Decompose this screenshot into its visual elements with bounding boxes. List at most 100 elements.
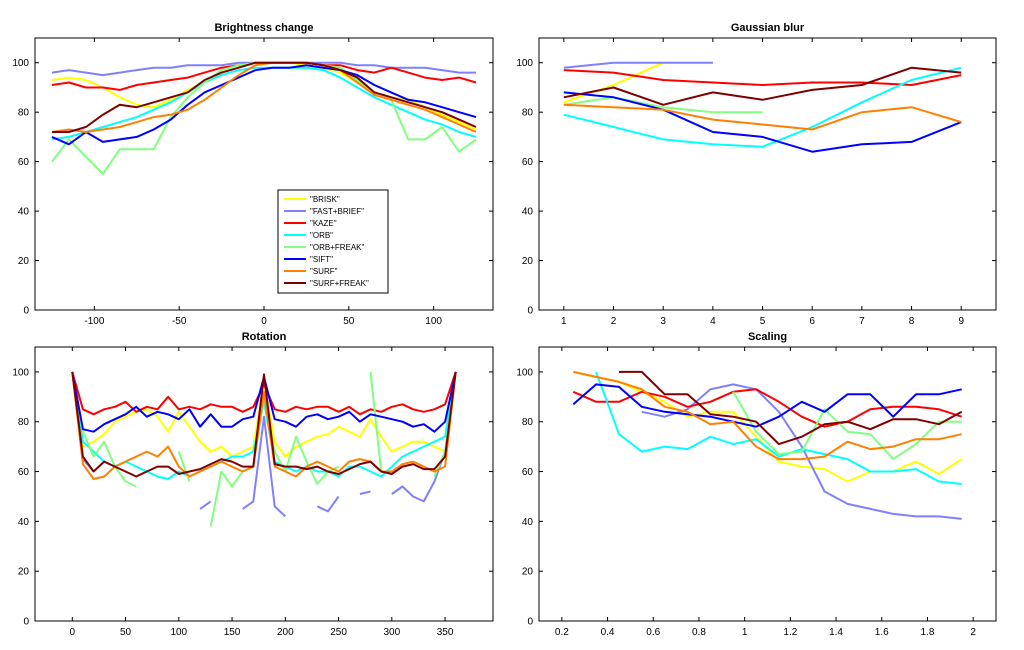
series-line-rotation-fast+brief-1 xyxy=(199,500,212,510)
legend-entry-2: "KAZE" xyxy=(310,219,337,228)
y-tick-label-brightness-2: 40 xyxy=(18,207,30,218)
series-line-gaussian-brisk xyxy=(563,61,664,104)
x-tick-label-gaussian-5: 6 xyxy=(809,316,815,327)
x-tick-label-rotation-4: 200 xyxy=(277,627,294,638)
plot-area-rotation xyxy=(34,346,494,622)
x-tick-label-rotation-7: 350 xyxy=(437,627,454,638)
y-tick-label-gaussian-4: 80 xyxy=(522,108,534,119)
x-tick-label-scaling-1: 0.4 xyxy=(601,627,615,638)
chart-title-rotation: Rotation xyxy=(242,331,287,343)
chart-title-scaling: Scaling xyxy=(748,331,787,343)
series-line-rotation-orb+freak xyxy=(71,371,137,488)
legend-entry-4: "ORB+FREAK" xyxy=(310,243,365,252)
series-line-gaussian-orb xyxy=(563,66,962,148)
series-line-scaling-surf+freak xyxy=(619,370,963,446)
y-tick-label-rotation-0: 0 xyxy=(23,617,29,628)
series-line-rotation-orb+freak-3 xyxy=(369,371,383,472)
y-tick-label-scaling-0: 0 xyxy=(527,617,533,628)
y-tick-label-scaling-3: 60 xyxy=(522,467,534,478)
series-line-brightness-surf+freak xyxy=(52,61,477,133)
y-tick-label-brightness-4: 80 xyxy=(18,108,30,119)
series-line-brightness-orb xyxy=(51,66,477,141)
chart-title-brightness: Brightness change xyxy=(214,22,313,34)
y-tick-label-gaussian-3: 60 xyxy=(522,157,534,168)
x-tick-label-scaling-9: 2 xyxy=(970,627,976,638)
x-tick-label-rotation-0: 0 xyxy=(69,627,75,638)
x-tick-label-gaussian-0: 1 xyxy=(561,316,567,327)
legend-entry-1: "FAST+BRIEF" xyxy=(310,207,364,216)
x-tick-label-gaussian-4: 5 xyxy=(760,316,766,327)
x-tick-label-gaussian-1: 2 xyxy=(611,316,617,327)
series-line-rotation-orb+freak-1 xyxy=(177,451,191,482)
y-tick-label-scaling-1: 20 xyxy=(522,567,534,578)
plot-area-gaussian xyxy=(538,37,997,311)
y-tick-label-gaussian-2: 40 xyxy=(522,207,534,218)
plot-area-brightness xyxy=(34,37,494,311)
y-tick-label-rotation-3: 60 xyxy=(18,467,30,478)
x-tick-label-scaling-7: 1.6 xyxy=(875,627,889,638)
x-tick-label-brightness-0: -100 xyxy=(84,316,104,327)
x-tick-label-scaling-5: 1.2 xyxy=(783,627,797,638)
series-line-scaling-orb+freak xyxy=(732,391,962,461)
y-tick-label-scaling-5: 100 xyxy=(516,367,533,378)
y-tick-label-brightness-1: 20 xyxy=(18,256,30,267)
x-tick-label-gaussian-2: 3 xyxy=(660,316,666,327)
series-line-rotation-kaze xyxy=(71,371,457,416)
x-tick-label-scaling-3: 0.8 xyxy=(692,627,706,638)
y-tick-label-scaling-4: 80 xyxy=(522,417,534,428)
x-tick-label-gaussian-6: 7 xyxy=(859,316,865,327)
series-line-scaling-orb xyxy=(595,371,962,485)
x-tick-label-brightness-1: -50 xyxy=(172,316,187,327)
y-tick-label-gaussian-0: 0 xyxy=(527,306,533,317)
series-line-scaling-sift xyxy=(572,383,962,428)
series-line-rotation-orb+freak-2 xyxy=(209,395,340,527)
y-tick-label-rotation-5: 100 xyxy=(12,367,29,378)
x-tick-label-gaussian-8: 9 xyxy=(958,316,964,327)
y-tick-label-rotation-4: 80 xyxy=(18,417,30,428)
y-tick-label-brightness-3: 60 xyxy=(18,157,30,168)
series-line-brightness-sift xyxy=(51,64,477,146)
x-tick-label-gaussian-7: 8 xyxy=(909,316,915,327)
legend-entry-5: "SIFT" xyxy=(310,255,333,264)
series-line-scaling-fast+brief xyxy=(641,383,962,520)
x-tick-label-scaling-0: 0.2 xyxy=(555,627,569,638)
series-line-rotation-fast+brief-4 xyxy=(359,490,371,495)
x-tick-label-rotation-3: 150 xyxy=(224,627,241,638)
series-line-rotation-surf xyxy=(71,371,457,480)
series-line-scaling-surf xyxy=(573,370,962,461)
y-tick-label-scaling-2: 40 xyxy=(522,517,534,528)
series-line-scaling-kaze xyxy=(572,388,963,428)
x-tick-label-rotation-1: 50 xyxy=(120,627,132,638)
y-tick-label-gaussian-5: 100 xyxy=(516,58,533,69)
chart-gaussian: Gaussian blur 1 2 3 4 5 6 7 8 9 0 20 40 60 80 100 xyxy=(516,22,997,327)
x-tick-label-gaussian-3: 4 xyxy=(710,316,716,327)
x-tick-label-scaling-6: 1.4 xyxy=(829,627,843,638)
series-line-brightness-surf xyxy=(51,61,477,133)
y-tick-label-brightness-5: 100 xyxy=(12,58,29,69)
x-tick-label-rotation-2: 100 xyxy=(170,627,187,638)
x-tick-label-scaling-2: 0.6 xyxy=(646,627,660,638)
legend-entry-3: "ORB" xyxy=(310,231,333,240)
x-tick-label-brightness-2: 0 xyxy=(261,316,267,327)
legend-box xyxy=(277,189,389,294)
series-line-gaussian-sift xyxy=(563,91,962,153)
y-tick-label-rotation-2: 40 xyxy=(18,517,30,528)
x-tick-label-rotation-6: 300 xyxy=(383,627,400,638)
legend-entry-0: "BRISK" xyxy=(310,195,340,204)
series-line-rotation-surf+freak xyxy=(71,371,457,478)
x-tick-label-brightness-4: 100 xyxy=(425,316,442,327)
legend-entry-6: "SURF" xyxy=(310,267,338,276)
y-tick-label-brightness-0: 0 xyxy=(23,306,29,317)
chart-rotation: Rotation 0 50 100 150 200 250 300 350 0 20 40 60 80 10… xyxy=(12,331,494,638)
y-tick-label-gaussian-1: 20 xyxy=(522,256,534,267)
chart-brightness: Brightness change -100 -50 0 50 100 0 20 40 60 80 1… xyxy=(12,22,494,327)
series-line-gaussian-surf+freak xyxy=(563,66,962,106)
x-tick-label-brightness-3: 50 xyxy=(343,316,355,327)
series-line-gaussian-surf xyxy=(563,103,962,131)
x-tick-label-rotation-5: 250 xyxy=(330,627,347,638)
legend-entry-7: "SURF+FREAK" xyxy=(310,279,369,288)
y-tick-label-rotation-1: 20 xyxy=(18,567,30,578)
